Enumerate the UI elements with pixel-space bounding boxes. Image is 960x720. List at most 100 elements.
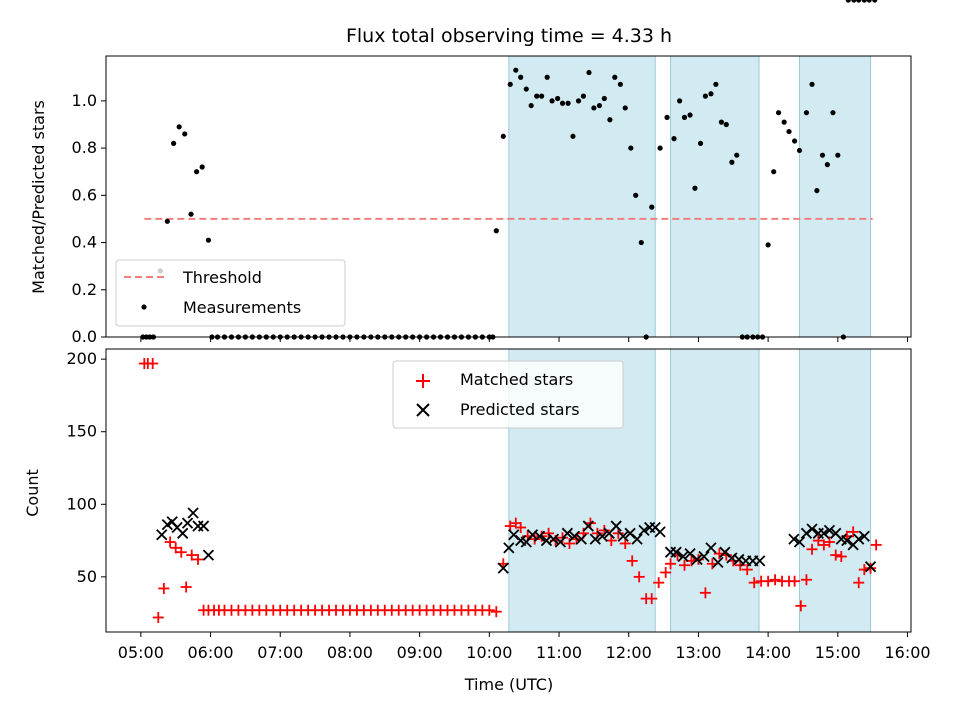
legend-predicted-swatch bbox=[416, 403, 430, 417]
x-tick-label: 14:00 bbox=[745, 643, 791, 662]
predicted-star-point bbox=[818, 527, 830, 539]
measurement-point bbox=[677, 98, 683, 104]
marker-stroke bbox=[677, 550, 689, 563]
measurement-point bbox=[539, 93, 545, 99]
top-x-ticks bbox=[140, 337, 909, 342]
marker-stroke bbox=[853, 533, 865, 545]
predicted-star-point bbox=[631, 533, 643, 545]
matched-star-point bbox=[158, 582, 170, 594]
marker-stroke bbox=[705, 542, 717, 554]
bottom-y-tick-label: 200 bbox=[66, 349, 97, 368]
matched-star-point bbox=[612, 527, 624, 539]
measurement-point bbox=[786, 128, 792, 135]
observing-interval-shade bbox=[798, 348, 872, 633]
matched-star-point bbox=[515, 522, 527, 534]
x-tick-label: 07:00 bbox=[257, 643, 303, 662]
matched-star-point bbox=[619, 537, 631, 549]
predicted-star-point bbox=[596, 530, 608, 542]
predicted-star-point bbox=[187, 507, 199, 519]
measurement-point bbox=[819, 152, 826, 158]
predicted-star-point bbox=[610, 520, 622, 532]
chart-title: Flux total observing time = 4.33 h bbox=[346, 25, 672, 47]
marker-stroke bbox=[166, 516, 178, 528]
marker-stroke bbox=[582, 520, 594, 532]
measurement-point bbox=[718, 119, 725, 125]
predicted-star-point bbox=[754, 555, 766, 567]
bottom-legend-box bbox=[392, 360, 624, 429]
measurement-point bbox=[781, 119, 787, 125]
bottom-y-tick-label: 50 bbox=[77, 567, 97, 586]
matched-star-point bbox=[633, 571, 645, 583]
bottom-panel: 50 100 150 200 05:00 06:00 07:00 08:00 09:00 10:… bbox=[23, 348, 931, 694]
measurement-point bbox=[607, 117, 613, 123]
measurement-point bbox=[796, 147, 803, 154]
measurement-point bbox=[692, 185, 698, 191]
bottom-plot-frame bbox=[105, 348, 912, 633]
marker-stroke bbox=[540, 534, 553, 547]
top-y-tick-label: 0.6 bbox=[72, 185, 97, 204]
matched-star-point bbox=[870, 539, 882, 551]
matched-star-point bbox=[483, 604, 495, 616]
measurement-point bbox=[199, 164, 205, 170]
x-tick-label: 16:00 bbox=[884, 643, 930, 662]
measurement-point bbox=[664, 114, 670, 120]
predicted-star-point bbox=[156, 529, 168, 541]
predicted-star-point bbox=[547, 533, 560, 545]
marker-stroke bbox=[684, 547, 696, 560]
matched-star-point bbox=[164, 536, 176, 548]
measurement-point bbox=[596, 102, 603, 109]
bottom-y-axis: 50 100 150 200 bbox=[66, 349, 106, 586]
matched-star-point bbox=[626, 555, 638, 567]
measurement-point bbox=[809, 81, 815, 87]
bottom-legend: Matched stars Predicted stars bbox=[392, 360, 624, 429]
measurement-point bbox=[681, 114, 688, 120]
bottom-ylabel: Count bbox=[23, 469, 42, 517]
matched-star-point bbox=[789, 575, 801, 587]
matched-star-point bbox=[741, 564, 753, 576]
matched-star-point bbox=[835, 551, 847, 563]
top-plot-frame bbox=[105, 55, 912, 338]
matched-star-point bbox=[699, 587, 711, 599]
predicted-star-point bbox=[568, 530, 581, 542]
measurement-point bbox=[814, 187, 820, 194]
marker-stroke bbox=[533, 530, 546, 542]
measurement-point bbox=[182, 131, 188, 137]
predicted-stars-series bbox=[156, 507, 877, 574]
x-tick-label: 15:00 bbox=[815, 643, 861, 662]
bottom-x-axis: 05:00 06:00 07:00 08:00 09:00 10:00 11:00 12:00… bbox=[118, 632, 931, 662]
matched-star-point bbox=[186, 549, 198, 561]
measurement-point bbox=[534, 93, 540, 99]
matched-star-point bbox=[678, 559, 690, 571]
marker-stroke bbox=[631, 533, 643, 545]
top-y-tick-label: 0.0 bbox=[72, 327, 97, 346]
measurement-point bbox=[729, 159, 735, 165]
x-tick-label: 10:00 bbox=[466, 643, 512, 662]
predicted-star-point bbox=[705, 542, 717, 554]
predicted-star-point bbox=[197, 520, 210, 532]
measurement-point bbox=[708, 91, 714, 97]
measurement-point bbox=[835, 152, 841, 158]
predicted-star-point bbox=[497, 562, 509, 574]
measurement-point bbox=[687, 112, 693, 118]
measurement-point bbox=[830, 110, 836, 116]
measurement-point bbox=[493, 228, 499, 234]
matched-star-point bbox=[175, 546, 187, 558]
matched-star-point bbox=[665, 558, 677, 570]
marker-stroke bbox=[654, 526, 666, 538]
measurement-point bbox=[622, 105, 628, 111]
measurement-point bbox=[657, 145, 663, 151]
measurement-point bbox=[845, 0, 851, 3]
top-y-axis: 0.0 0.2 0.4 0.6 0.8 1.0 bbox=[72, 91, 106, 346]
measurement-point bbox=[559, 100, 566, 106]
measurement-point bbox=[194, 169, 200, 175]
legend-measurements-swatch bbox=[141, 304, 147, 310]
marker-stroke bbox=[638, 524, 650, 537]
predicted-star-point bbox=[177, 527, 189, 539]
measurement-point bbox=[549, 98, 555, 104]
predicted-star-point bbox=[670, 546, 682, 558]
measurement-point bbox=[523, 86, 529, 92]
marker-stroke bbox=[754, 555, 766, 567]
marker-stroke bbox=[156, 529, 168, 541]
predicted-star-point bbox=[858, 530, 870, 542]
